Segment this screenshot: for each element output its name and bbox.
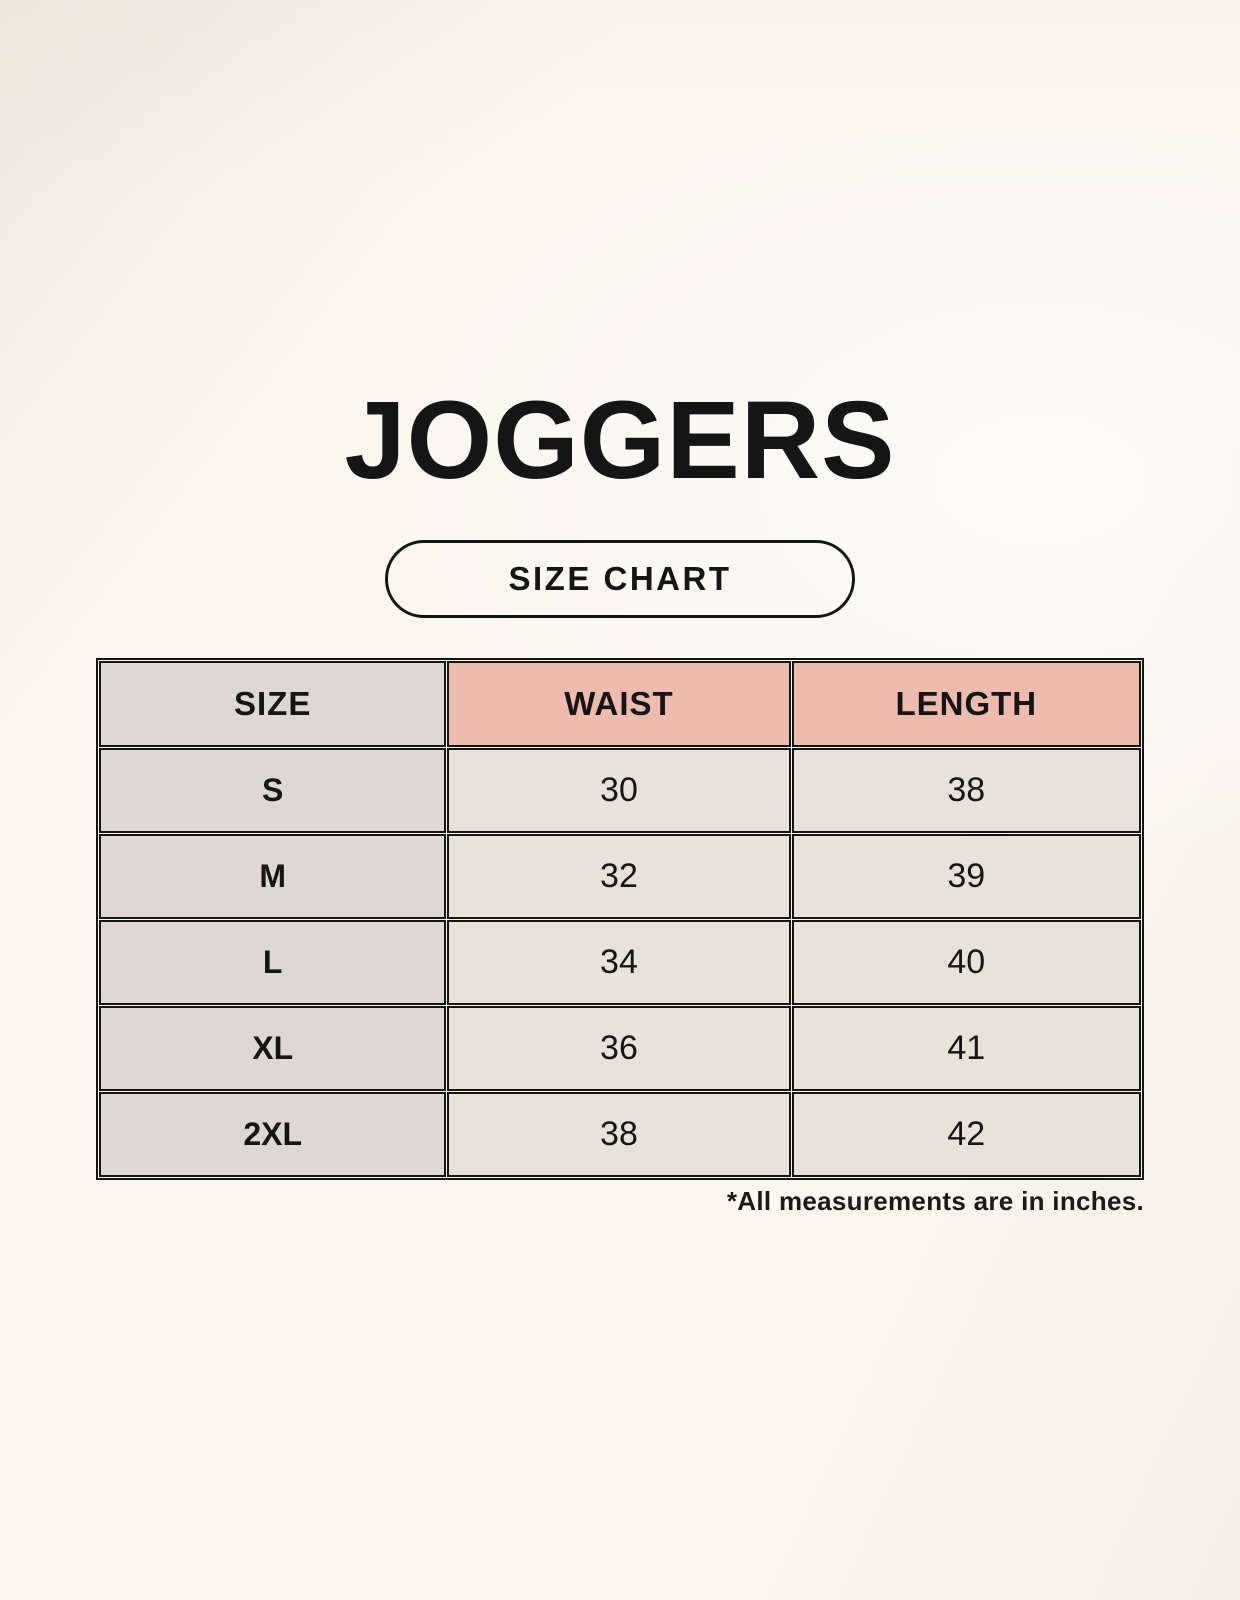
table-header-row: SIZE WAIST LENGTH bbox=[99, 661, 1141, 747]
size-chart-button-label: SIZE CHART bbox=[508, 560, 732, 597]
column-header-size: SIZE bbox=[99, 661, 447, 747]
waist-cell: 32 bbox=[447, 834, 791, 919]
length-cell: 41 bbox=[791, 1006, 1141, 1091]
size-cell: M bbox=[99, 834, 447, 919]
length-cell: 42 bbox=[791, 1092, 1141, 1177]
footnote: *All measurements are in inches. bbox=[726, 1186, 1144, 1216]
table-row-m: M 32 39 bbox=[99, 834, 1141, 919]
table-row-s: S 30 38 bbox=[99, 748, 1141, 833]
column-header-waist: WAIST bbox=[447, 661, 791, 747]
length-cell: 39 bbox=[791, 834, 1141, 919]
size-cell: XL bbox=[99, 1006, 447, 1091]
waist-cell: 30 bbox=[447, 748, 791, 833]
page-title: JOGGERS bbox=[344, 379, 896, 502]
column-header-length: LENGTH bbox=[791, 661, 1141, 747]
size-table: SIZE WAIST LENGTH S 30 38 M 32 39 L 34 4… bbox=[96, 658, 1144, 1180]
size-chart-button[interactable]: SIZE CHART bbox=[385, 540, 855, 618]
table-row-2xl: 2XL 38 42 bbox=[99, 1092, 1141, 1177]
waist-cell: 34 bbox=[447, 920, 791, 1005]
table-row-l: L 34 40 bbox=[99, 920, 1141, 1005]
waist-cell: 36 bbox=[447, 1006, 791, 1091]
length-cell: 38 bbox=[791, 748, 1141, 833]
waist-cell: 38 bbox=[447, 1092, 791, 1177]
size-cell: S bbox=[99, 748, 447, 833]
size-cell: 2XL bbox=[99, 1092, 447, 1177]
length-cell: 40 bbox=[791, 920, 1141, 1005]
size-cell: L bbox=[99, 920, 447, 1005]
table-row-xl: XL 36 41 bbox=[99, 1006, 1141, 1091]
